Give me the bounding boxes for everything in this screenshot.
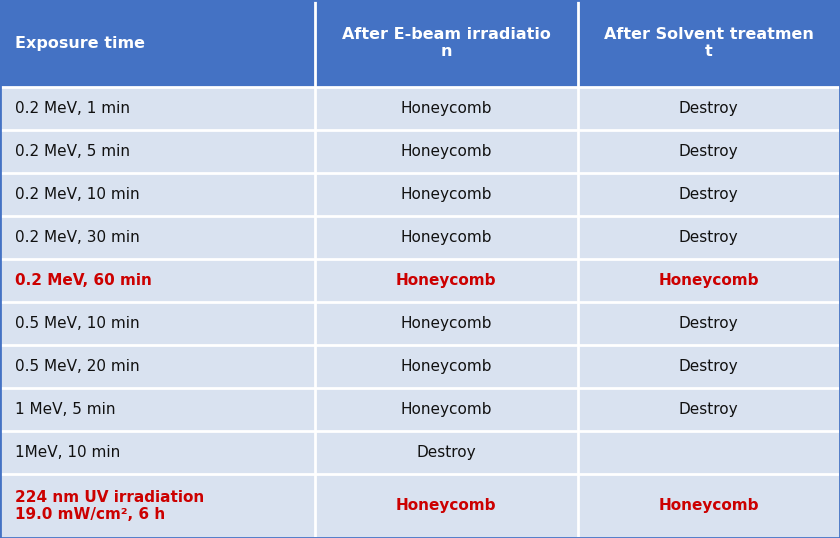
Bar bbox=[315, 431, 578, 474]
Text: Exposure time: Exposure time bbox=[15, 36, 145, 51]
Text: Destroy: Destroy bbox=[679, 230, 738, 245]
Text: 0.2 MeV, 1 min: 0.2 MeV, 1 min bbox=[15, 101, 130, 116]
Text: After E-beam irradiatio
n: After E-beam irradiatio n bbox=[342, 27, 551, 60]
Text: Destroy: Destroy bbox=[679, 187, 738, 202]
Bar bbox=[315, 474, 578, 538]
Bar bbox=[0, 388, 315, 431]
Text: Honeycomb: Honeycomb bbox=[401, 230, 492, 245]
Text: 0.2 MeV, 10 min: 0.2 MeV, 10 min bbox=[15, 187, 139, 202]
Bar bbox=[578, 216, 840, 259]
Text: Destroy: Destroy bbox=[417, 445, 476, 460]
Text: Honeycomb: Honeycomb bbox=[401, 402, 492, 417]
Text: Honeycomb: Honeycomb bbox=[396, 273, 496, 288]
Bar bbox=[0, 0, 315, 87]
Bar bbox=[0, 130, 315, 173]
Bar bbox=[315, 87, 578, 130]
Bar bbox=[315, 345, 578, 388]
Text: Honeycomb: Honeycomb bbox=[401, 316, 492, 331]
Bar bbox=[315, 216, 578, 259]
Bar bbox=[578, 87, 840, 130]
Text: Honeycomb: Honeycomb bbox=[659, 498, 759, 513]
Bar bbox=[315, 173, 578, 216]
Text: Honeycomb: Honeycomb bbox=[401, 359, 492, 374]
Bar bbox=[315, 388, 578, 431]
Bar bbox=[315, 0, 578, 87]
Text: Honeycomb: Honeycomb bbox=[401, 144, 492, 159]
Text: 0.5 MeV, 20 min: 0.5 MeV, 20 min bbox=[15, 359, 139, 374]
Text: Honeycomb: Honeycomb bbox=[401, 187, 492, 202]
Text: Destroy: Destroy bbox=[679, 316, 738, 331]
Bar bbox=[0, 173, 315, 216]
Bar bbox=[0, 474, 315, 538]
Bar bbox=[578, 431, 840, 474]
Bar bbox=[0, 216, 315, 259]
Bar bbox=[578, 0, 840, 87]
Bar bbox=[0, 302, 315, 345]
Bar bbox=[578, 130, 840, 173]
Bar bbox=[315, 302, 578, 345]
Text: 0.2 MeV, 5 min: 0.2 MeV, 5 min bbox=[15, 144, 130, 159]
Bar bbox=[578, 173, 840, 216]
Text: Honeycomb: Honeycomb bbox=[659, 273, 759, 288]
Text: Destroy: Destroy bbox=[679, 402, 738, 417]
Bar bbox=[578, 302, 840, 345]
Text: 1 MeV, 5 min: 1 MeV, 5 min bbox=[15, 402, 116, 417]
Text: Honeycomb: Honeycomb bbox=[401, 101, 492, 116]
Text: 0.2 MeV, 60 min: 0.2 MeV, 60 min bbox=[15, 273, 152, 288]
Text: 0.5 MeV, 10 min: 0.5 MeV, 10 min bbox=[15, 316, 139, 331]
Text: 0.2 MeV, 30 min: 0.2 MeV, 30 min bbox=[15, 230, 140, 245]
Bar bbox=[0, 431, 315, 474]
Bar bbox=[578, 259, 840, 302]
Text: Honeycomb: Honeycomb bbox=[396, 498, 496, 513]
Text: Destroy: Destroy bbox=[679, 144, 738, 159]
Bar bbox=[578, 345, 840, 388]
Bar bbox=[578, 474, 840, 538]
Bar bbox=[0, 87, 315, 130]
Text: Destroy: Destroy bbox=[679, 101, 738, 116]
Bar bbox=[0, 259, 315, 302]
Bar bbox=[578, 388, 840, 431]
Text: 1MeV, 10 min: 1MeV, 10 min bbox=[15, 445, 120, 460]
Bar bbox=[315, 130, 578, 173]
Bar bbox=[315, 259, 578, 302]
Text: 224 nm UV irradiation
19.0 mW/cm², 6 h: 224 nm UV irradiation 19.0 mW/cm², 6 h bbox=[15, 490, 204, 522]
Text: After Solvent treatmen
t: After Solvent treatmen t bbox=[604, 27, 814, 60]
Bar bbox=[0, 345, 315, 388]
Text: Destroy: Destroy bbox=[679, 359, 738, 374]
